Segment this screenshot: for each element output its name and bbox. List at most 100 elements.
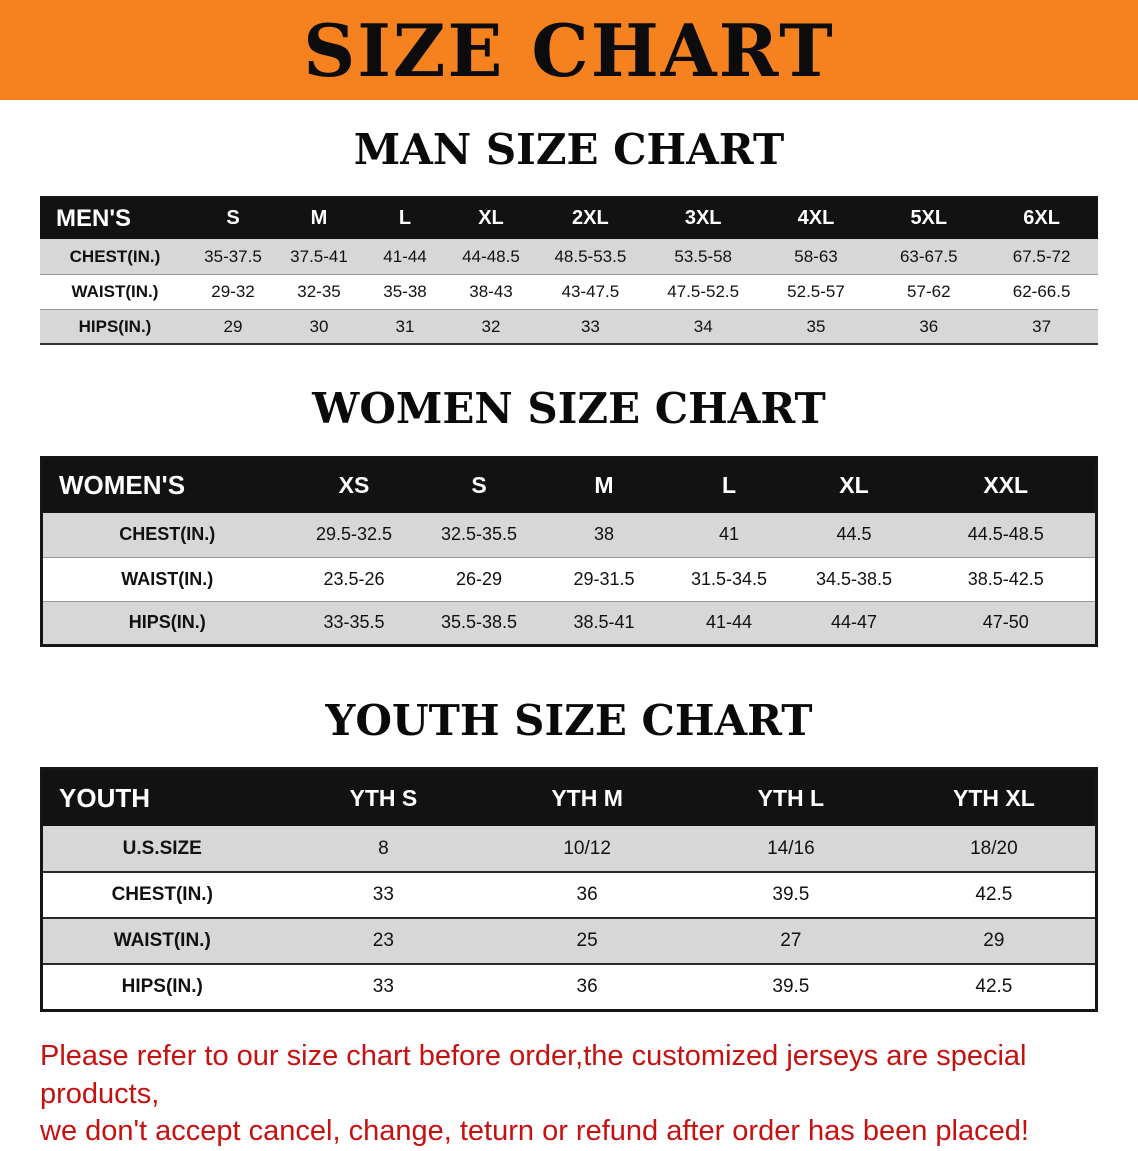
men-chest-row: CHEST(IN.) 35-37.5 37.5-41 41-44 44-48.5… (40, 239, 1098, 275)
column-header: S (190, 197, 276, 240)
size-value: 33 (281, 964, 486, 1012)
women-header-row: WOMEN'S XS S M L XL XXL (41, 457, 1097, 514)
women-size-table: WOMEN'S XS S M L XL XXL CHEST(IN.) 29.5-… (40, 455, 1098, 647)
column-header: XL (791, 457, 917, 514)
size-value: 41-44 (666, 601, 792, 646)
size-value: 23 (281, 918, 486, 966)
youth-ussize-row: U.S.SIZE 8 10/12 14/16 18/20 (41, 826, 1097, 874)
column-header: YTH L (689, 768, 893, 827)
row-label: HIPS(IN.) (41, 601, 292, 646)
size-value: 34 (646, 309, 760, 345)
size-value: 62-66.5 (985, 274, 1098, 310)
women-section: WOMEN SIZE CHART WOMEN'S XS S M L XL XXL… (0, 384, 1138, 647)
size-value: 58-63 (759, 239, 873, 275)
youth-hips-row: HIPS(IN.) 33 36 39.5 42.5 (41, 964, 1097, 1012)
size-value: 36 (872, 309, 986, 345)
youth-header-row: YOUTH YTH S YTH M YTH L YTH XL (41, 768, 1097, 827)
size-value: 35 (759, 309, 873, 345)
column-header: XL (448, 197, 534, 240)
size-value: 30 (276, 309, 362, 345)
size-value: 44-47 (791, 601, 917, 646)
row-label: WAIST(IN.) (41, 557, 292, 602)
column-header: YTH XL (892, 768, 1097, 827)
column-header: S (416, 457, 542, 514)
column-header: XXL (916, 457, 1097, 514)
size-value: 39.5 (689, 872, 893, 920)
size-value: 47.5-52.5 (646, 274, 760, 310)
men-hips-row: HIPS(IN.) 29 30 31 32 33 34 35 36 37 (40, 309, 1098, 345)
column-header: YTH M (485, 768, 689, 827)
size-value: 38 (541, 513, 667, 558)
size-value: 43-47.5 (534, 274, 647, 310)
men-heading: MAN SIZE CHART (353, 125, 785, 174)
column-header: 3XL (646, 197, 760, 240)
disclaimer: Please refer to our size chart before or… (40, 1038, 1098, 1151)
women-heading: WOMEN SIZE CHART (312, 384, 826, 434)
men-size-table: MEN'S S M L XL 2XL 3XL 4XL 5XL 6XL CHEST… (40, 196, 1098, 346)
size-value: 29 (892, 918, 1097, 966)
youth-section: YOUTH SIZE CHART YOUTH YTH S YTH M YTH L… (0, 695, 1138, 1012)
size-value: 32 (448, 309, 534, 345)
size-value: 41 (666, 513, 792, 558)
size-value: 44-48.5 (448, 239, 534, 275)
column-header: 6XL (985, 197, 1098, 240)
row-label: CHEST(IN.) (40, 239, 190, 275)
column-header: 2XL (534, 197, 647, 240)
size-value: 14/16 (689, 826, 893, 874)
women-table-title: WOMEN'S (41, 457, 292, 514)
disclaimer-line-2: we don't accept cancel, change, teturn o… (40, 1115, 1029, 1148)
row-label: CHEST(IN.) (41, 513, 292, 558)
youth-waist-row: WAIST(IN.) 23 25 27 29 (41, 918, 1097, 966)
size-value: 48.5-53.5 (534, 239, 647, 275)
size-value: 38.5-42.5 (916, 557, 1097, 602)
row-label: WAIST(IN.) (41, 918, 282, 966)
men-waist-row: WAIST(IN.) 29-32 32-35 35-38 38-43 43-47… (40, 274, 1098, 310)
column-header: YTH S (281, 768, 486, 827)
size-value: 29.5-32.5 (291, 513, 417, 558)
size-value: 41-44 (362, 239, 448, 275)
size-value: 29-32 (190, 274, 276, 310)
size-value: 39.5 (689, 964, 893, 1012)
size-value: 32-35 (276, 274, 362, 310)
column-header: M (541, 457, 667, 514)
size-value: 33 (534, 309, 647, 345)
size-value: 31 (362, 309, 448, 345)
size-value: 57-62 (872, 274, 986, 310)
size-value: 32.5-35.5 (416, 513, 542, 558)
men-header-row: MEN'S S M L XL 2XL 3XL 4XL 5XL 6XL (40, 197, 1098, 240)
youth-table-title: YOUTH (41, 768, 282, 827)
size-value: 34.5-38.5 (791, 557, 917, 602)
column-header: XS (291, 457, 417, 514)
column-header: 5XL (872, 197, 986, 240)
youth-heading: YOUTH SIZE CHART (325, 695, 813, 745)
size-value: 63-67.5 (872, 239, 986, 275)
size-value: 26-29 (416, 557, 542, 602)
size-value: 47-50 (916, 601, 1097, 646)
men-table-title: MEN'S (40, 197, 190, 240)
size-value: 44.5-48.5 (916, 513, 1097, 558)
women-chest-row: CHEST(IN.) 29.5-32.5 32.5-35.5 38 41 44.… (41, 513, 1097, 558)
size-value: 67.5-72 (985, 239, 1098, 275)
size-value: 36 (485, 964, 689, 1012)
size-value: 18/20 (892, 826, 1097, 874)
size-value: 42.5 (892, 964, 1097, 1012)
size-value: 36 (485, 872, 689, 920)
women-waist-row: WAIST(IN.) 23.5-26 26-29 29-31.5 31.5-34… (41, 557, 1097, 602)
size-value: 38.5-41 (541, 601, 667, 646)
column-header: L (666, 457, 792, 514)
row-label: HIPS(IN.) (41, 964, 282, 1012)
size-value: 25 (485, 918, 689, 966)
size-value: 35-38 (362, 274, 448, 310)
disclaimer-line-1: Please refer to our size chart before or… (40, 1039, 1027, 1110)
row-label: HIPS(IN.) (40, 309, 190, 345)
column-header: 4XL (759, 197, 873, 240)
size-value: 33-35.5 (291, 601, 417, 646)
size-value: 37 (985, 309, 1098, 345)
banner: SIZE CHART (0, 0, 1138, 100)
row-label: U.S.SIZE (41, 826, 282, 874)
men-section: MAN SIZE CHART MEN'S S M L XL 2XL 3XL 4X… (0, 125, 1138, 346)
column-header: M (276, 197, 362, 240)
size-value: 44.5 (791, 513, 917, 558)
size-value: 10/12 (485, 826, 689, 874)
women-hips-row: HIPS(IN.) 33-35.5 35.5-38.5 38.5-41 41-4… (41, 601, 1097, 646)
